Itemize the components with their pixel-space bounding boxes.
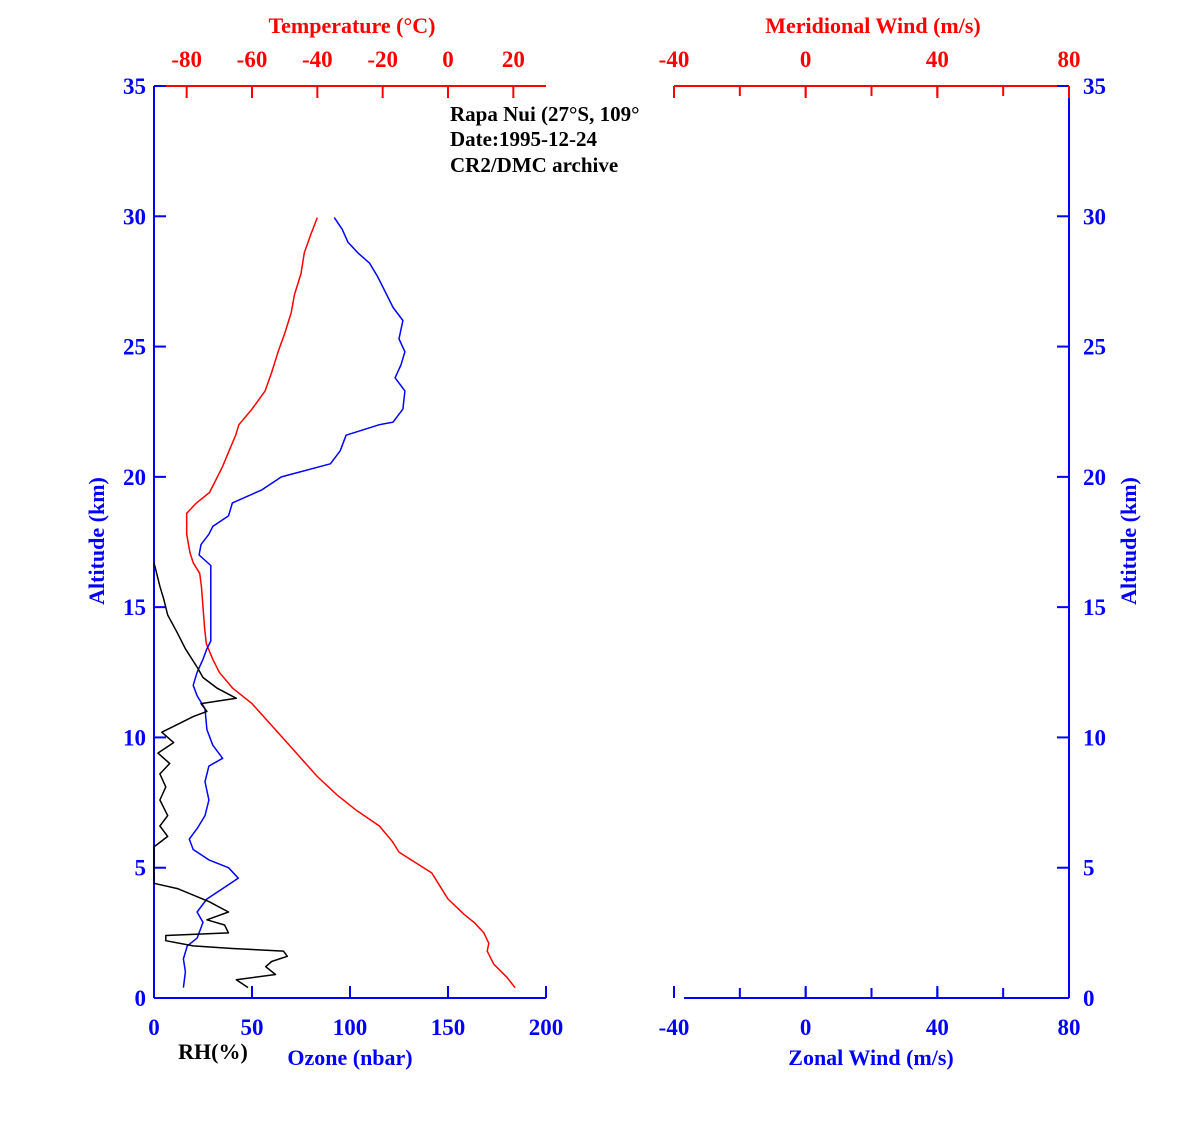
y-tick-label: 35 bbox=[123, 74, 146, 99]
y-tick-label: 5 bbox=[135, 856, 147, 881]
station-annotation-line-2: Date:1995-12-24 bbox=[450, 127, 597, 151]
y-tick-label: 25 bbox=[1083, 335, 1106, 360]
y-tick-label: 10 bbox=[123, 725, 146, 750]
x-tick-label: -40 bbox=[659, 1015, 690, 1040]
temperature-axis-label: Temperature (°C) bbox=[268, 13, 435, 38]
y-tick-label: 10 bbox=[1083, 725, 1106, 750]
x-tick-label: 20 bbox=[502, 47, 525, 72]
ozone-axis-label: Ozone (nbar) bbox=[287, 1045, 412, 1070]
y-tick-label: 25 bbox=[123, 335, 146, 360]
rh-profile-line bbox=[153, 562, 289, 989]
x-tick-label: -20 bbox=[367, 47, 398, 72]
x-tick-label: 0 bbox=[800, 1015, 812, 1040]
altitude-axis-label-right: Altitude (km) bbox=[1116, 477, 1141, 605]
temperature-profile-line bbox=[185, 217, 516, 989]
x-tick-label: -80 bbox=[171, 47, 202, 72]
station-annotation-line-3: CR2/DMC archive bbox=[450, 153, 618, 177]
x-tick-label: 40 bbox=[926, 47, 949, 72]
y-tick-label: 35 bbox=[1083, 74, 1106, 99]
y-tick-label: 30 bbox=[1083, 204, 1106, 229]
x-tick-label: -40 bbox=[302, 47, 333, 72]
zonal-wind-axis-label: Zonal Wind (m/s) bbox=[788, 1045, 953, 1070]
y-tick-label: 15 bbox=[123, 595, 146, 620]
y-tick-label: 30 bbox=[123, 204, 146, 229]
x-tick-label: 80 bbox=[1058, 47, 1081, 72]
x-tick-label: -60 bbox=[237, 47, 268, 72]
y-tick-label: 0 bbox=[1083, 986, 1095, 1011]
x-tick-label: 50 bbox=[241, 1015, 264, 1040]
x-tick-label: 200 bbox=[529, 1015, 564, 1040]
meridional-wind-axis-label: Meridional Wind (m/s) bbox=[765, 13, 981, 38]
right-panel: 0 5 10 15 20 25 30 35 -40 0 40 80 -40 0 40 80 Altitud… bbox=[659, 13, 1141, 1070]
station-annotation-line-1: Rapa Nui (27°S, 109° bbox=[450, 102, 640, 126]
x-tick-label: 80 bbox=[1058, 1015, 1081, 1040]
y-tick-label: 20 bbox=[123, 465, 146, 490]
rh-axis-label: RH(%) bbox=[178, 1039, 248, 1064]
y-tick-label: 20 bbox=[1083, 465, 1106, 490]
altitude-axis-label-left: Altitude (km) bbox=[84, 477, 109, 605]
x-tick-label: 100 bbox=[333, 1015, 368, 1040]
y-tick-label: 0 bbox=[135, 986, 147, 1011]
x-tick-label: 150 bbox=[431, 1015, 466, 1040]
x-tick-label: 0 bbox=[148, 1015, 160, 1040]
x-tick-label: 0 bbox=[800, 47, 812, 72]
ozone-profile-line bbox=[182, 217, 406, 988]
x-tick-label: -40 bbox=[659, 47, 690, 72]
x-tick-label: 0 bbox=[442, 47, 454, 72]
x-tick-label: 40 bbox=[926, 1015, 949, 1040]
y-tick-label: 15 bbox=[1083, 595, 1106, 620]
y-tick-label: 5 bbox=[1083, 856, 1095, 881]
